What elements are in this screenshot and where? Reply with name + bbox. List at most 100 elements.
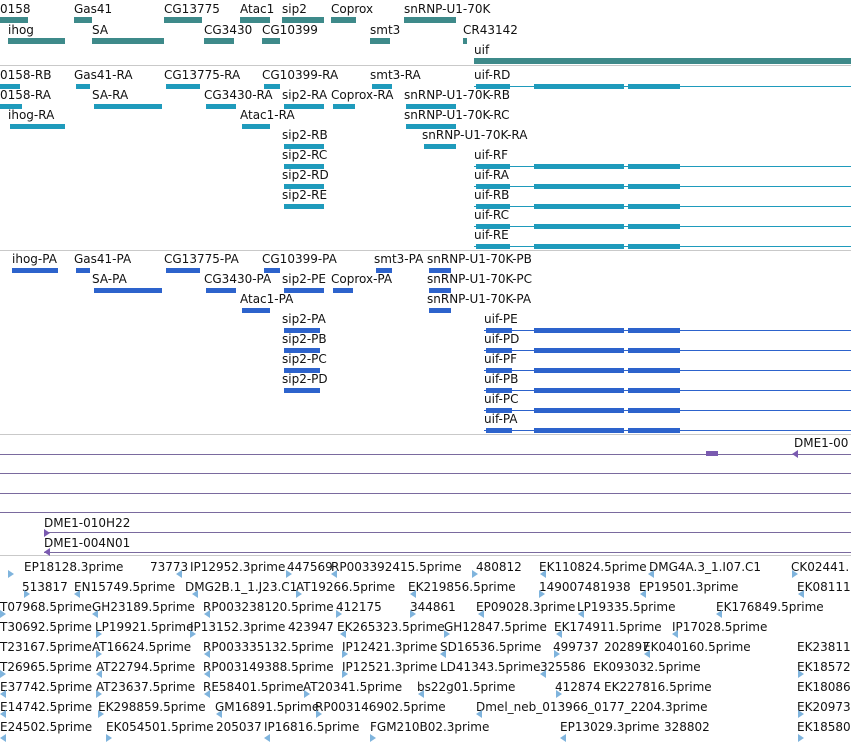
protein-glyph[interactable] — [534, 428, 624, 433]
protein-label[interactable]: SA-PA — [92, 272, 127, 286]
protein-label[interactable]: Gas41-PA — [74, 252, 132, 266]
transcript-glyph[interactable] — [476, 224, 510, 229]
est-glyph[interactable] — [0, 734, 6, 742]
protein-glyph[interactable] — [628, 348, 680, 353]
est-label[interactable]: EK08111 — [797, 580, 851, 594]
est-label[interactable]: IP12421.3prime — [342, 640, 438, 654]
est-glyph[interactable] — [556, 630, 562, 638]
est-label[interactable]: RP003149388.5prime — [203, 660, 334, 674]
protein-glyph[interactable] — [12, 268, 58, 273]
transcript-glyph[interactable] — [628, 224, 680, 229]
est-label[interactable]: 73773 — [150, 560, 189, 574]
transcript-glyph[interactable] — [206, 104, 236, 109]
est-label[interactable]: 499737 — [553, 640, 599, 654]
est-glyph[interactable] — [716, 610, 722, 618]
protein-label[interactable]: uif-PE — [484, 312, 518, 326]
protein-glyph[interactable] — [628, 368, 680, 373]
transcript-label[interactable]: CG3430-RA — [204, 88, 273, 102]
gene-bar[interactable] — [474, 58, 851, 64]
gene-bar[interactable] — [0, 17, 28, 23]
est-glyph[interactable] — [370, 734, 376, 742]
transcript-glyph[interactable] — [242, 124, 270, 129]
est-glyph[interactable] — [798, 734, 804, 742]
alignment-label[interactable]: DME1-00 — [794, 436, 849, 450]
est-label[interactable]: EP09028.3prime — [476, 600, 576, 614]
est-glyph[interactable] — [96, 630, 102, 638]
est-label[interactable]: EP13029.3prime — [560, 720, 660, 734]
est-label[interactable]: EK219856.5prime — [408, 580, 516, 594]
est-label[interactable]: RP003146902.5prime — [315, 700, 446, 714]
gene-label[interactable]: CG13775 — [164, 2, 220, 16]
est-glyph[interactable] — [96, 690, 102, 698]
alignment-label[interactable]: DME1-010H22 — [44, 516, 131, 530]
est-label[interactable]: EK265323.5prime — [337, 620, 445, 634]
est-glyph[interactable] — [798, 710, 804, 718]
est-label[interactable]: AT23637.5prime — [96, 680, 196, 694]
est-glyph[interactable] — [560, 734, 566, 742]
gene-label[interactable]: SA — [92, 23, 109, 37]
transcript-glyph[interactable] — [284, 144, 324, 149]
alignment-track-line[interactable] — [44, 552, 851, 553]
transcript-label[interactable]: 0158-RA — [0, 88, 51, 102]
est-label[interactable]: T07968.5prime — [0, 600, 92, 614]
est-label[interactable]: 344861 — [410, 600, 456, 614]
est-glyph[interactable] — [0, 610, 6, 618]
est-label[interactable]: LP19921.5prime — [95, 620, 194, 634]
gene-bar[interactable] — [240, 17, 270, 23]
protein-glyph[interactable] — [534, 388, 624, 393]
transcript-glyph[interactable] — [628, 204, 680, 209]
protein-glyph[interactable] — [486, 428, 512, 433]
transcript-glyph[interactable] — [628, 184, 680, 189]
transcript-label[interactable]: uif-RA — [474, 168, 509, 182]
est-glyph[interactable] — [204, 610, 210, 618]
est-label[interactable]: RE58401.5prime — [203, 680, 304, 694]
transcript-label[interactable]: snRNP-U1-70K-RC — [404, 108, 510, 122]
transcript-glyph[interactable] — [284, 164, 324, 169]
protein-glyph[interactable] — [429, 288, 451, 293]
est-label[interactable]: CK02441. — [791, 560, 850, 574]
est-label[interactable]: EK18572 — [797, 660, 851, 674]
transcript-glyph[interactable] — [534, 84, 624, 89]
est-label[interactable]: IP17028.5prime — [672, 620, 768, 634]
est-glyph[interactable] — [476, 710, 482, 718]
est-glyph[interactable] — [472, 570, 478, 578]
transcript-label[interactable]: Gas41-RA — [74, 68, 133, 82]
protein-glyph[interactable] — [284, 288, 324, 293]
protein-glyph[interactable] — [429, 268, 451, 273]
alignment-glyph[interactable] — [44, 529, 50, 537]
est-glyph[interactable] — [192, 590, 198, 598]
est-label[interactable]: IP12952.3prime — [190, 560, 286, 574]
protein-glyph[interactable] — [284, 368, 320, 373]
protein-label[interactable]: Atac1-PA — [240, 292, 294, 306]
est-label[interactable]: AT20341.5prime — [303, 680, 403, 694]
gene-bar[interactable] — [92, 38, 164, 44]
transcript-glyph[interactable] — [476, 244, 510, 249]
est-label[interactable]: DMG4A.3_1.I07.C1 — [649, 560, 762, 574]
est-label[interactable]: T26965.5prime — [0, 660, 92, 674]
est-label[interactable]: LD41343.5prime — [440, 660, 541, 674]
est-label[interactable]: EP19501.3prime — [639, 580, 739, 594]
protein-glyph[interactable] — [376, 268, 392, 273]
protein-glyph[interactable] — [534, 408, 624, 413]
gene-bar[interactable] — [74, 17, 92, 23]
est-glyph[interactable] — [92, 610, 98, 618]
est-glyph[interactable] — [644, 650, 650, 658]
protein-glyph[interactable] — [333, 288, 353, 293]
est-label[interactable]: EP18128.3prime — [24, 560, 124, 574]
est-glyph[interactable] — [264, 734, 270, 742]
est-label[interactable]: IP13152.3prime — [190, 620, 286, 634]
est-glyph[interactable] — [792, 570, 798, 578]
transcript-glyph[interactable] — [284, 104, 324, 109]
protein-glyph[interactable] — [486, 348, 512, 353]
est-glyph[interactable] — [798, 590, 804, 598]
est-label[interactable]: DMG2B.1_1.J23.C1 — [185, 580, 298, 594]
transcript-label[interactable]: Coprox-RA — [331, 88, 394, 102]
est-label[interactable]: 205037 — [216, 720, 262, 734]
est-glyph[interactable] — [798, 670, 804, 678]
est-label[interactable]: EK23811 — [797, 640, 851, 654]
est-label[interactable]: EK176849.5prime — [716, 600, 824, 614]
transcript-label[interactable]: sip2-RE — [282, 188, 328, 202]
transcript-label[interactable]: ihog-RA — [8, 108, 55, 122]
est-label[interactable]: 325586 — [540, 660, 586, 674]
transcript-glyph[interactable] — [424, 144, 456, 149]
